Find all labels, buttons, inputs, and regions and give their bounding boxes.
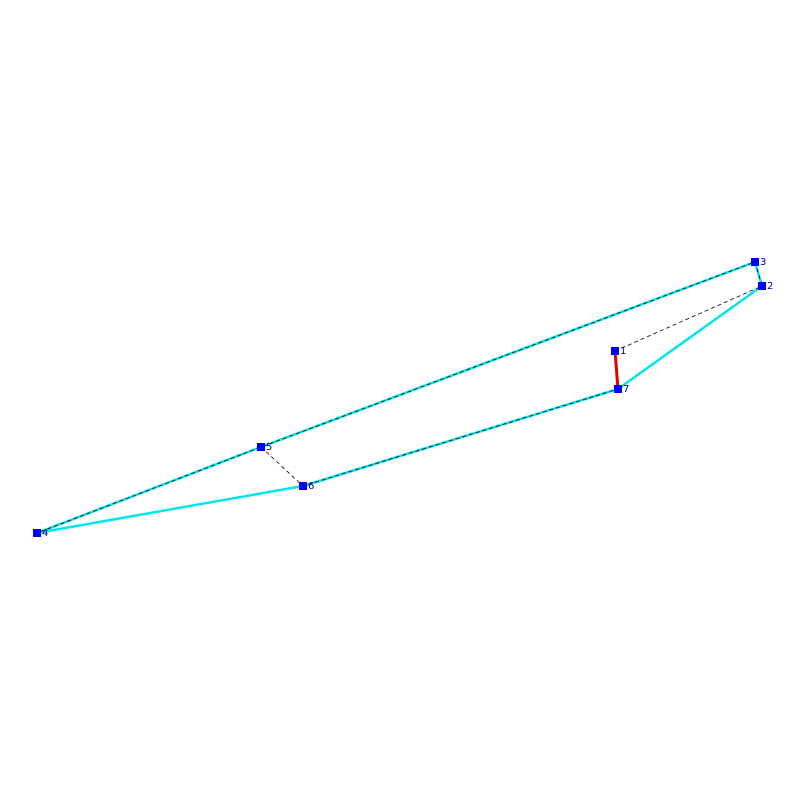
node-label: 1 — [620, 346, 626, 357]
dashed-path — [260, 388, 619, 487]
edge — [617, 284, 763, 391]
node-label: 7 — [623, 384, 629, 395]
node — [751, 258, 759, 266]
node — [611, 347, 619, 355]
edge — [36, 484, 304, 535]
node-label: 2 — [767, 281, 773, 292]
node-label: 5 — [266, 442, 272, 453]
nodes: 1 2 3 4 5 6 7 — [33, 257, 773, 539]
node-label: 4 — [42, 528, 48, 539]
node — [758, 282, 766, 290]
selected-edge — [613, 350, 620, 390]
edges — [36, 260, 764, 535]
node-label: 6 — [308, 481, 314, 492]
node-label: 3 — [760, 257, 766, 268]
node — [257, 443, 265, 451]
node — [33, 529, 41, 537]
node — [299, 482, 307, 490]
node — [614, 385, 622, 393]
